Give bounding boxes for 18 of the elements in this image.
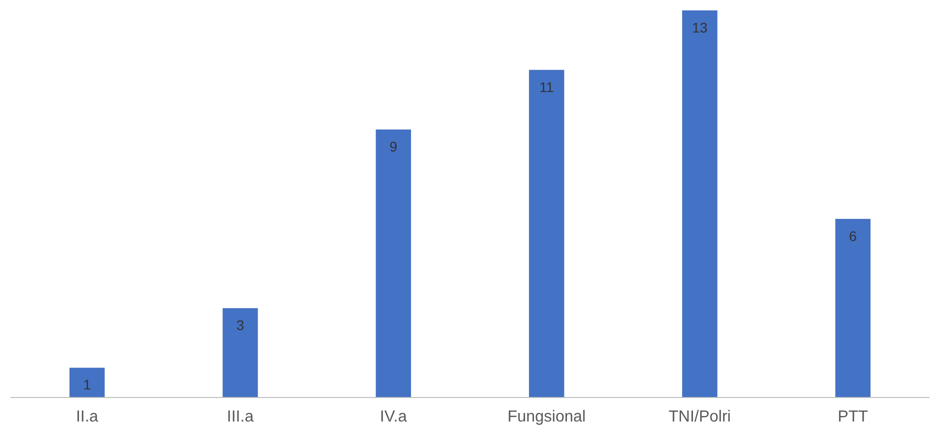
bar [528,70,564,398]
data-label: 9 [390,138,398,154]
data-label: 13 [692,19,708,36]
bar [835,218,871,398]
x-tick-label: II.a [76,408,98,426]
bar [69,368,105,398]
x-tick-label: PTT [838,408,868,426]
data-label: 3 [236,317,244,334]
bar [682,10,718,398]
data-label: 11 [539,78,554,95]
x-tick-label: IV.a [380,408,408,426]
x-tick-label: III.a [226,408,254,426]
bar [376,129,412,398]
bar [222,308,258,398]
data-label: 1 [83,376,92,393]
data-label: 6 [849,228,858,244]
x-tick-label: TNI/Polri [668,408,731,426]
x-tick-label: Fungsional [507,408,586,426]
